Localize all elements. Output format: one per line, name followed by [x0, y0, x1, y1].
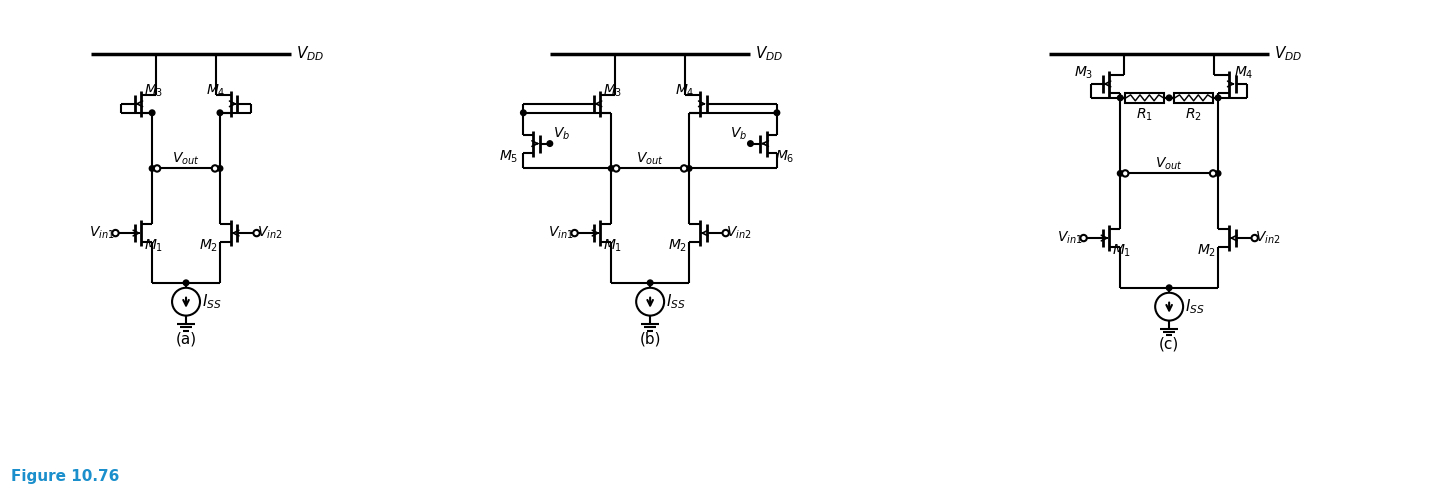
Text: $V_b$: $V_b$: [731, 125, 747, 141]
Text: $V_{DD}$: $V_{DD}$: [755, 45, 783, 64]
Text: $I_{SS}$: $I_{SS}$: [1185, 297, 1205, 316]
Text: $M_2$: $M_2$: [199, 238, 217, 254]
Circle shape: [154, 165, 161, 172]
Circle shape: [547, 141, 552, 146]
Text: $M_3$: $M_3$: [144, 82, 164, 99]
Circle shape: [686, 166, 692, 171]
Text: (c): (c): [1159, 337, 1179, 352]
Text: $I_{SS}$: $I_{SS}$: [202, 292, 222, 311]
Text: $V_{out}$: $V_{out}$: [1156, 156, 1183, 173]
Circle shape: [682, 165, 687, 172]
Circle shape: [1166, 285, 1172, 290]
Circle shape: [571, 230, 577, 236]
Circle shape: [1166, 95, 1172, 101]
Circle shape: [1156, 293, 1183, 320]
Text: $M_2$: $M_2$: [1198, 243, 1217, 259]
Text: (b): (b): [639, 332, 661, 347]
Circle shape: [1118, 171, 1124, 176]
Text: $M_3$: $M_3$: [1074, 65, 1093, 81]
Circle shape: [613, 165, 619, 172]
Text: $M_4$: $M_4$: [676, 82, 695, 99]
Text: Figure 10.76: Figure 10.76: [12, 469, 120, 484]
Circle shape: [149, 110, 155, 115]
Circle shape: [183, 280, 188, 285]
Text: $V_b$: $V_b$: [552, 125, 570, 141]
Circle shape: [1215, 171, 1221, 176]
Circle shape: [218, 110, 223, 115]
Circle shape: [212, 165, 218, 172]
Circle shape: [647, 280, 652, 285]
Circle shape: [1251, 235, 1259, 241]
Text: $V_{in1}$: $V_{in1}$: [88, 225, 115, 241]
Circle shape: [637, 288, 664, 316]
Circle shape: [173, 288, 200, 316]
Text: $M_3$: $M_3$: [603, 82, 622, 99]
Circle shape: [748, 141, 753, 146]
Circle shape: [774, 110, 780, 115]
Bar: [1125, 93, 1164, 103]
Circle shape: [1209, 170, 1217, 176]
Text: $M_4$: $M_4$: [1234, 65, 1254, 81]
Text: $R_1$: $R_1$: [1137, 107, 1153, 123]
Text: $R_2$: $R_2$: [1185, 107, 1202, 123]
Text: $V_{DD}$: $V_{DD}$: [1275, 45, 1302, 64]
Text: $V_{in1}$: $V_{in1}$: [548, 225, 574, 241]
Circle shape: [254, 230, 260, 236]
Text: $M_6$: $M_6$: [774, 148, 795, 165]
Text: $V_{in1}$: $V_{in1}$: [1057, 230, 1083, 246]
Text: $V_{out}$: $V_{out}$: [637, 151, 664, 168]
Circle shape: [521, 110, 526, 115]
Bar: [1174, 93, 1214, 103]
Circle shape: [149, 166, 155, 171]
Text: $V_{in2}$: $V_{in2}$: [726, 225, 753, 241]
Text: $M_2$: $M_2$: [668, 238, 687, 254]
Text: (a): (a): [175, 332, 197, 347]
Text: $I_{SS}$: $I_{SS}$: [666, 292, 686, 311]
Text: $M_5$: $M_5$: [499, 148, 519, 165]
Circle shape: [1118, 95, 1124, 101]
Text: $M_1$: $M_1$: [1112, 243, 1131, 259]
Text: $V_{out}$: $V_{out}$: [173, 151, 200, 168]
Circle shape: [218, 166, 223, 171]
Text: $V_{in2}$: $V_{in2}$: [1256, 230, 1280, 246]
Text: $M_1$: $M_1$: [603, 238, 622, 254]
Circle shape: [722, 230, 729, 236]
Text: $V_{in2}$: $V_{in2}$: [258, 225, 283, 241]
Text: $M_1$: $M_1$: [144, 238, 164, 254]
Circle shape: [1080, 235, 1088, 241]
Circle shape: [112, 230, 119, 236]
Circle shape: [1215, 95, 1221, 101]
Circle shape: [609, 166, 613, 171]
Text: $V_{DD}$: $V_{DD}$: [296, 45, 325, 64]
Text: $M_4$: $M_4$: [206, 82, 226, 99]
Circle shape: [1122, 170, 1128, 176]
